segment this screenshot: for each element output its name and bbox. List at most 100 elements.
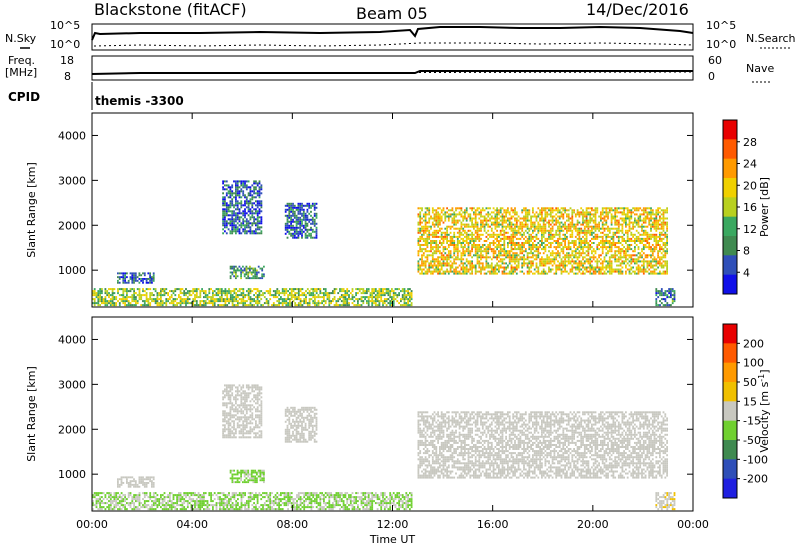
- data-cell: [476, 244, 479, 246]
- data-cell: [610, 256, 613, 259]
- data-cell: [605, 248, 608, 251]
- data-cell: [641, 264, 643, 267]
- data-cell: [449, 242, 452, 244]
- data-cell: [471, 248, 473, 251]
- data-cell: [662, 250, 665, 253]
- data-cell: [535, 244, 538, 246]
- data-cell: [236, 212, 239, 215]
- data-cell: [358, 304, 361, 307]
- data-cell: [623, 219, 625, 222]
- data-cell: [312, 294, 315, 297]
- data-cell: [247, 226, 250, 229]
- data-cell: [560, 237, 563, 240]
- data-cell: [299, 210, 302, 213]
- data-cell: [339, 298, 341, 301]
- data-cell: [258, 300, 261, 303]
- data-cell: [483, 227, 486, 230]
- data-cell: [212, 302, 214, 305]
- data-cell: [512, 237, 515, 240]
- data-cell: [456, 246, 459, 249]
- data-cell: [519, 248, 522, 251]
- data-cell: [548, 246, 550, 249]
- data-cell: [258, 210, 261, 213]
- data-cell: [455, 207, 457, 210]
- data-cell: [256, 302, 259, 305]
- data-cell: [235, 194, 237, 197]
- data-cell: [138, 281, 141, 284]
- data-cell: [628, 256, 631, 259]
- data-cell: [498, 233, 500, 236]
- data-cell: [532, 262, 534, 265]
- data-cell: [660, 231, 663, 234]
- data-cell: [299, 294, 302, 297]
- data-cell: [249, 218, 252, 221]
- data-cell: [160, 296, 162, 299]
- data-cell: [462, 272, 465, 275]
- data-cell: [564, 246, 566, 249]
- data-cell: [664, 272, 667, 275]
- data-cell: [635, 258, 638, 261]
- data-cell: [608, 266, 611, 269]
- data-cell: [451, 237, 454, 240]
- data-cell: [351, 298, 354, 301]
- data-cell: [651, 270, 654, 273]
- data-cell: [659, 217, 661, 220]
- data-cell: [471, 221, 473, 224]
- data-cell: [249, 186, 252, 189]
- data-cell: [512, 227, 515, 230]
- data-cell: [562, 209, 565, 212]
- data-cell: [453, 227, 456, 230]
- data-cell: [671, 288, 674, 291]
- data-cell: [222, 186, 224, 189]
- data-cell: [480, 225, 482, 228]
- data-cell: [558, 266, 561, 269]
- data-cell: [608, 231, 611, 234]
- data-cell: [659, 304, 661, 307]
- data-cell: [560, 258, 563, 261]
- data-cell: [376, 296, 379, 299]
- data-cell: [608, 240, 611, 242]
- data-cell: [458, 242, 461, 244]
- data-cell: [133, 294, 135, 297]
- data-cell: [255, 192, 257, 195]
- data-cell: [367, 290, 370, 293]
- data-cell: [514, 252, 516, 255]
- data-cell: [439, 227, 441, 230]
- data-cell: [396, 288, 399, 291]
- data-cell: [135, 292, 137, 295]
- data-cell: [229, 290, 232, 293]
- data-cell: [637, 266, 640, 269]
- data-cell: [428, 225, 431, 228]
- data-cell: [437, 219, 439, 222]
- data-cell: [111, 500, 114, 503]
- data-cell: [505, 209, 507, 212]
- data-cell: [247, 304, 250, 307]
- data-cell: [580, 246, 583, 249]
- data-cell: [567, 252, 570, 255]
- data-cell: [514, 211, 516, 214]
- data-cell: [244, 214, 246, 217]
- data-cell: [154, 288, 157, 291]
- data-cell: [651, 260, 654, 263]
- data-cell: [655, 211, 658, 214]
- data-cell: [510, 244, 513, 246]
- data-cell: [548, 242, 550, 244]
- data-cell: [560, 221, 563, 224]
- data-cell: [510, 209, 513, 212]
- data-cell: [503, 215, 506, 218]
- data-cell: [623, 260, 625, 263]
- data-cell: [637, 264, 640, 267]
- data-cell: [215, 294, 218, 297]
- data-cell: [530, 256, 532, 259]
- data-cell: [485, 213, 488, 216]
- data-cell: [422, 240, 425, 242]
- data-cell: [224, 302, 227, 305]
- data-cell: [194, 304, 196, 307]
- data-cell: [583, 215, 586, 218]
- data-cell: [621, 260, 624, 263]
- data-cell: [578, 264, 581, 267]
- data-cell: [573, 272, 575, 275]
- data-cell: [311, 218, 314, 221]
- data-cell: [589, 256, 592, 259]
- data-cell: [499, 211, 502, 214]
